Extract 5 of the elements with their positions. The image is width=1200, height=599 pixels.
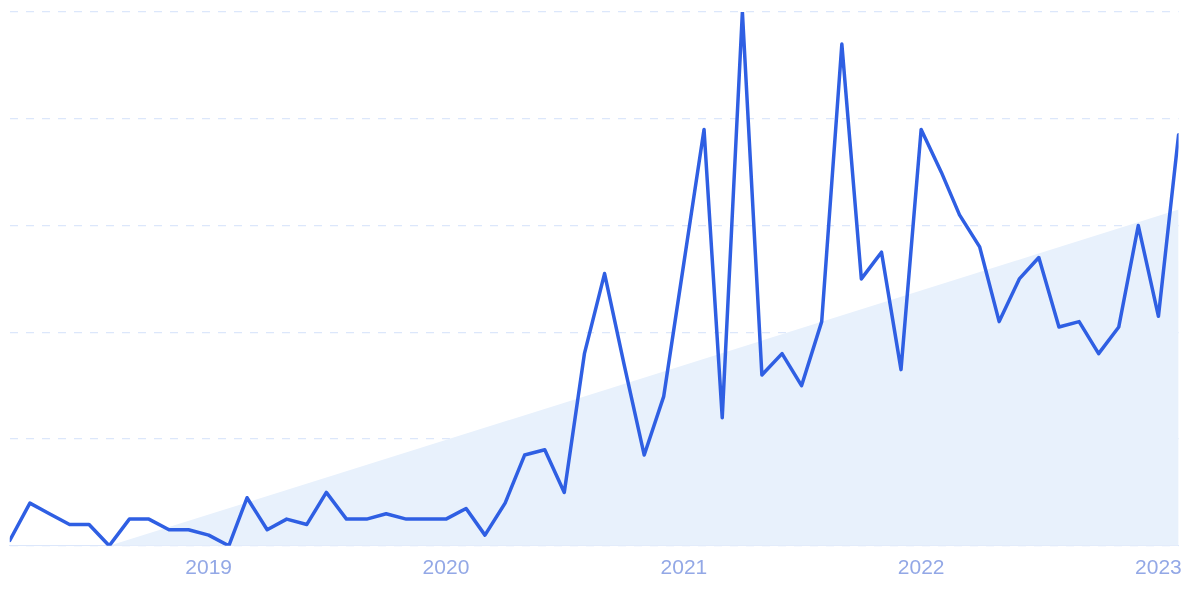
x-tick-label: 2020 (422, 555, 470, 579)
x-tick-label: 2022 (897, 555, 945, 579)
x-tick-label: 2021 (660, 555, 708, 579)
x-tick-label: 2019 (185, 555, 233, 579)
x-tick-label: 2023 (1135, 555, 1182, 579)
